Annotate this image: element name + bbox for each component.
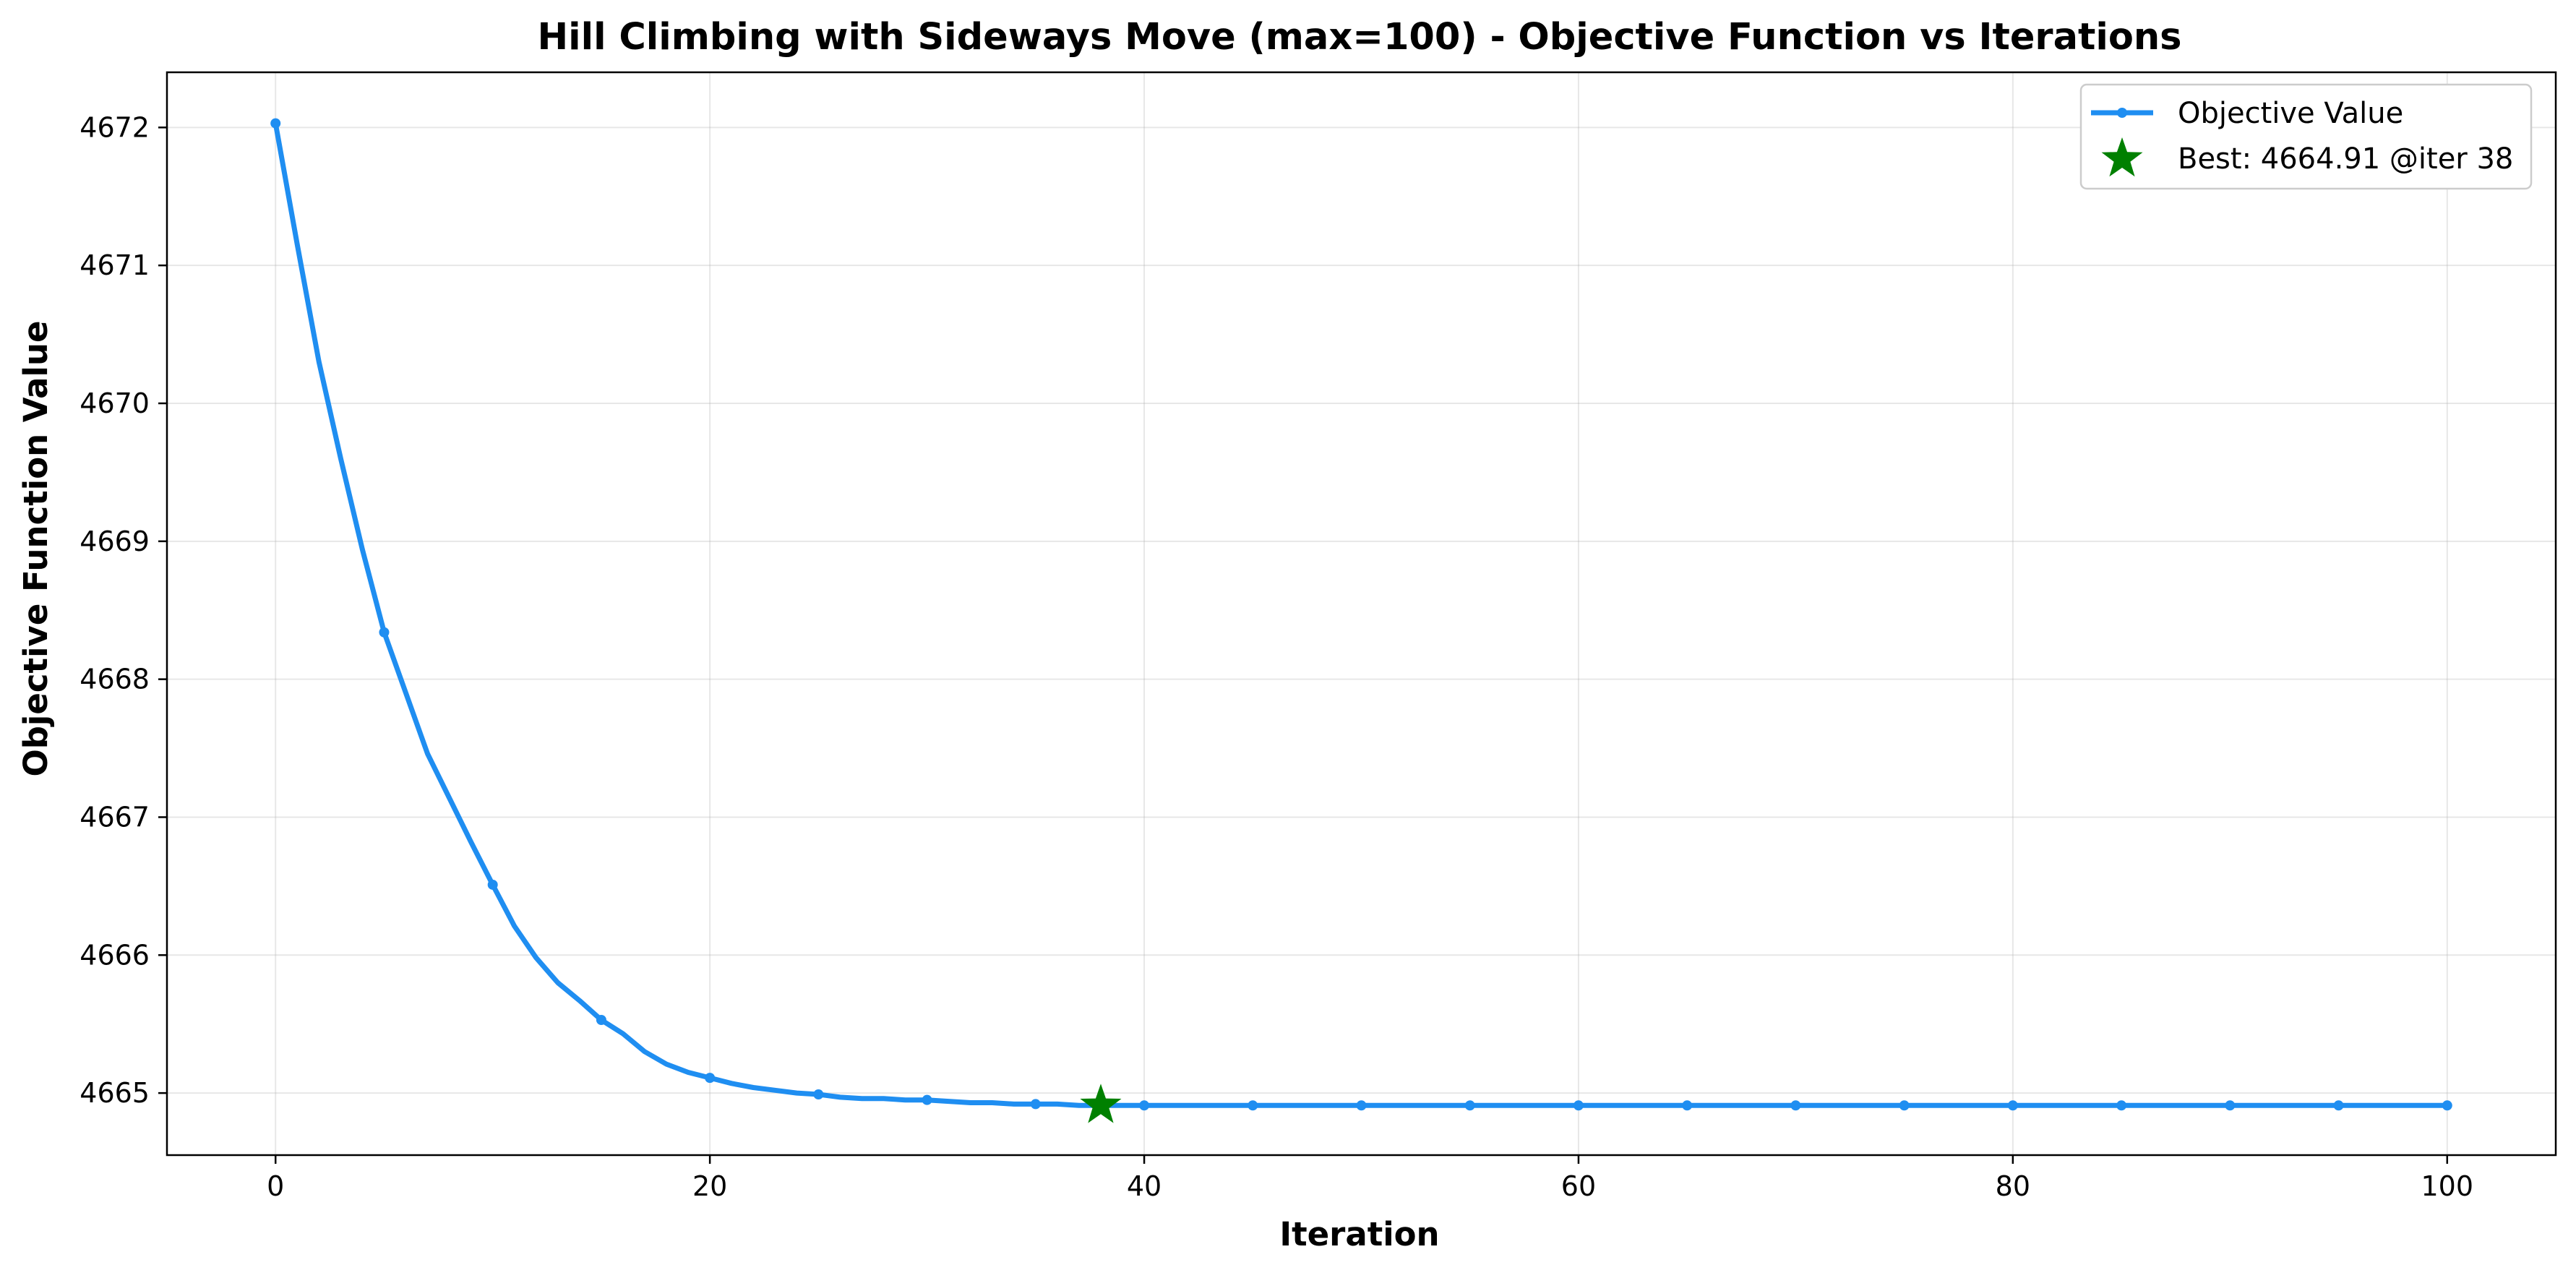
y-tick-label: 4665 [80,1077,150,1109]
series-point [1139,1100,1150,1111]
x-axis-label: Iteration [1279,1215,1439,1253]
legend-label-best: Best: 4664.91 @iter 38 [2178,142,2513,176]
series-point [922,1094,932,1105]
chart-title: Hill Climbing with Sideways Move (max=10… [537,16,2181,59]
series-point [1030,1099,1041,1110]
y-tick-label: 4669 [80,526,150,557]
series-point [1682,1100,1693,1111]
legend-box [2079,83,2533,190]
x-tick-label: 20 [692,1170,727,1202]
y-tick-label: 4668 [80,664,150,695]
legend-star-icon [2101,137,2143,177]
grid [167,72,2556,1155]
series-point [379,627,390,638]
y-tick-label: 4671 [80,249,150,281]
legend: Objective Value Best: 4664.91 @iter 38 [2079,83,2533,190]
series-point [2116,1100,2127,1111]
series-point [705,1073,716,1084]
x-tick-label: 60 [1561,1170,1596,1202]
series-point [1899,1100,1910,1111]
y-tick-label: 4667 [80,801,150,833]
series-point [1464,1100,1475,1111]
series-point [596,1014,606,1025]
y-tick-label: 4672 [80,111,150,143]
series-layer [270,118,2452,1123]
y-tick-label: 4666 [80,939,150,971]
series-point [2007,1100,2018,1111]
legend-label-objective: Objective Value [2178,97,2403,130]
y-tick-label: 4670 [80,387,150,419]
x-tick-label: 0 [267,1170,284,1202]
series-point [1573,1100,1584,1111]
x-tick-label: 80 [1996,1170,2030,1202]
series-point [2333,1100,2344,1111]
series-point [2442,1100,2452,1111]
x-tick-label: 40 [1127,1170,1162,1202]
series-point [2225,1100,2236,1111]
series-point [487,879,498,890]
series-point [813,1089,824,1100]
y-axis-label: Objective Function Value [17,320,55,776]
series-point [270,118,281,129]
series-point [1248,1100,1258,1111]
legend-marker-sample [2117,108,2127,118]
series-point [1790,1100,1801,1111]
plot-frame [166,71,2557,1157]
axis-ticks: 0 20 40 60 80 100 4665 4666 4667 4668 4669 4670 4671… [80,111,2473,1202]
x-tick-label: 100 [2421,1170,2474,1202]
best-point-star-icon [1080,1084,1122,1123]
series-point [1356,1100,1367,1111]
